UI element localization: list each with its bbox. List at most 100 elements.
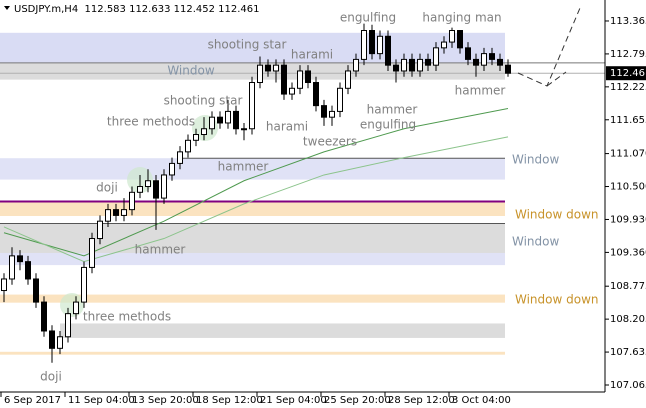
annotation: hammer	[367, 103, 418, 117]
candle-body	[177, 151, 183, 164]
y-tick-label: 109.360	[610, 247, 646, 258]
candle-body	[393, 64, 399, 72]
x-tick-label: 25 Sep 20:00	[324, 395, 391, 406]
candle-body	[137, 186, 143, 193]
candle-body	[65, 313, 71, 338]
candle-body	[113, 209, 119, 216]
candle-body	[265, 64, 271, 72]
annotation: hammer	[455, 84, 506, 98]
zone	[60, 323, 505, 338]
candle-body	[97, 220, 103, 240]
candle-body	[321, 105, 327, 118]
annotation: tweezers	[303, 135, 357, 149]
candle-body	[57, 336, 63, 349]
y-tick-label: 108.775	[610, 281, 646, 292]
candle-body	[433, 47, 439, 66]
candle-body	[385, 35, 391, 66]
candle-body	[345, 70, 351, 89]
candle-body	[353, 58, 359, 72]
annotation: engulfing	[340, 11, 396, 25]
candle-body	[17, 255, 23, 263]
candle-body	[417, 58, 423, 72]
annotation: harami	[266, 120, 308, 134]
annotation: three methods	[83, 310, 171, 324]
candle-body	[489, 53, 495, 60]
candle-body	[313, 82, 319, 107]
candle-body	[233, 110, 239, 130]
y-tick-label: 112.795	[610, 49, 646, 60]
moving-average	[3, 108, 509, 257]
annotation: harami	[291, 48, 333, 62]
annotation: hammer	[135, 243, 186, 257]
zone	[0, 62, 505, 80]
annotation: Window	[167, 64, 215, 78]
candle-body	[505, 64, 511, 74]
x-tick-label: 11 Sep 04:00	[68, 395, 135, 406]
candle-body	[225, 110, 231, 124]
candle-body	[161, 174, 167, 199]
candle-body	[121, 209, 127, 216]
candle-body	[281, 64, 287, 95]
candle-body	[377, 35, 383, 55]
candle-body	[73, 301, 79, 315]
candle-body	[457, 30, 463, 49]
zones	[0, 32, 505, 355]
annotation: engulfing	[360, 118, 416, 132]
price-label: 112.461	[610, 68, 646, 79]
candle-body	[305, 70, 311, 84]
y-tick-label: 111.655	[610, 115, 646, 126]
candle-body	[369, 30, 375, 55]
zone	[0, 201, 505, 216]
candle-body	[273, 64, 279, 72]
candle-body	[25, 261, 31, 280]
candle-body	[129, 191, 135, 211]
candle-body	[409, 58, 415, 72]
candle-body	[49, 330, 55, 349]
x-tick-label: 18 Sep 12:00	[196, 395, 263, 406]
zone	[0, 294, 505, 303]
annotation: shooting star	[164, 94, 243, 108]
y-tick-label: 110.500	[610, 182, 646, 193]
zone	[0, 252, 505, 266]
candle-body	[473, 58, 479, 66]
candle-body	[249, 82, 255, 130]
candle-body	[81, 266, 87, 303]
y-tick-label: 112.225	[610, 82, 646, 93]
annotation: Window	[512, 153, 560, 167]
candle-body	[153, 180, 159, 199]
plot	[0, 23, 605, 363]
zone	[0, 351, 505, 355]
candle-body	[289, 87, 295, 95]
y-tick-label: 107.065	[610, 380, 646, 391]
annotation: doji	[40, 370, 62, 384]
candle-body	[329, 110, 335, 118]
candle-body	[449, 30, 455, 43]
candle-body	[425, 58, 431, 66]
candle-body	[105, 209, 111, 222]
menu-arrow[interactable]	[4, 6, 10, 10]
candle-body	[465, 47, 471, 60]
x-tick-label: 3 Oct 04:00	[452, 395, 511, 406]
highlight	[60, 293, 84, 317]
y-tick-label: 108.205	[610, 314, 646, 325]
annotation: Window down	[515, 293, 599, 307]
annotation: three methods	[107, 115, 195, 129]
x-tick-label: 6 Sep 2017	[4, 395, 61, 406]
candle-body	[241, 128, 247, 131]
candle-body	[41, 301, 47, 332]
candle-body	[217, 116, 223, 124]
x-tick-label: 13 Sep 20:00	[132, 395, 199, 406]
candle-body	[257, 64, 263, 84]
y-tick-label: 113.365	[610, 16, 646, 27]
annotation: hammer	[218, 160, 269, 174]
candle-body	[497, 58, 503, 66]
candle-body	[169, 162, 175, 176]
candle-body	[337, 87, 343, 112]
projection	[546, 71, 567, 87]
candle-body	[145, 180, 151, 188]
header: USDJPY.m,H4 112.583 112.633 112.452 112.…	[14, 4, 260, 15]
y-tick-label: 107.635	[610, 347, 646, 358]
candle-body	[361, 30, 367, 60]
